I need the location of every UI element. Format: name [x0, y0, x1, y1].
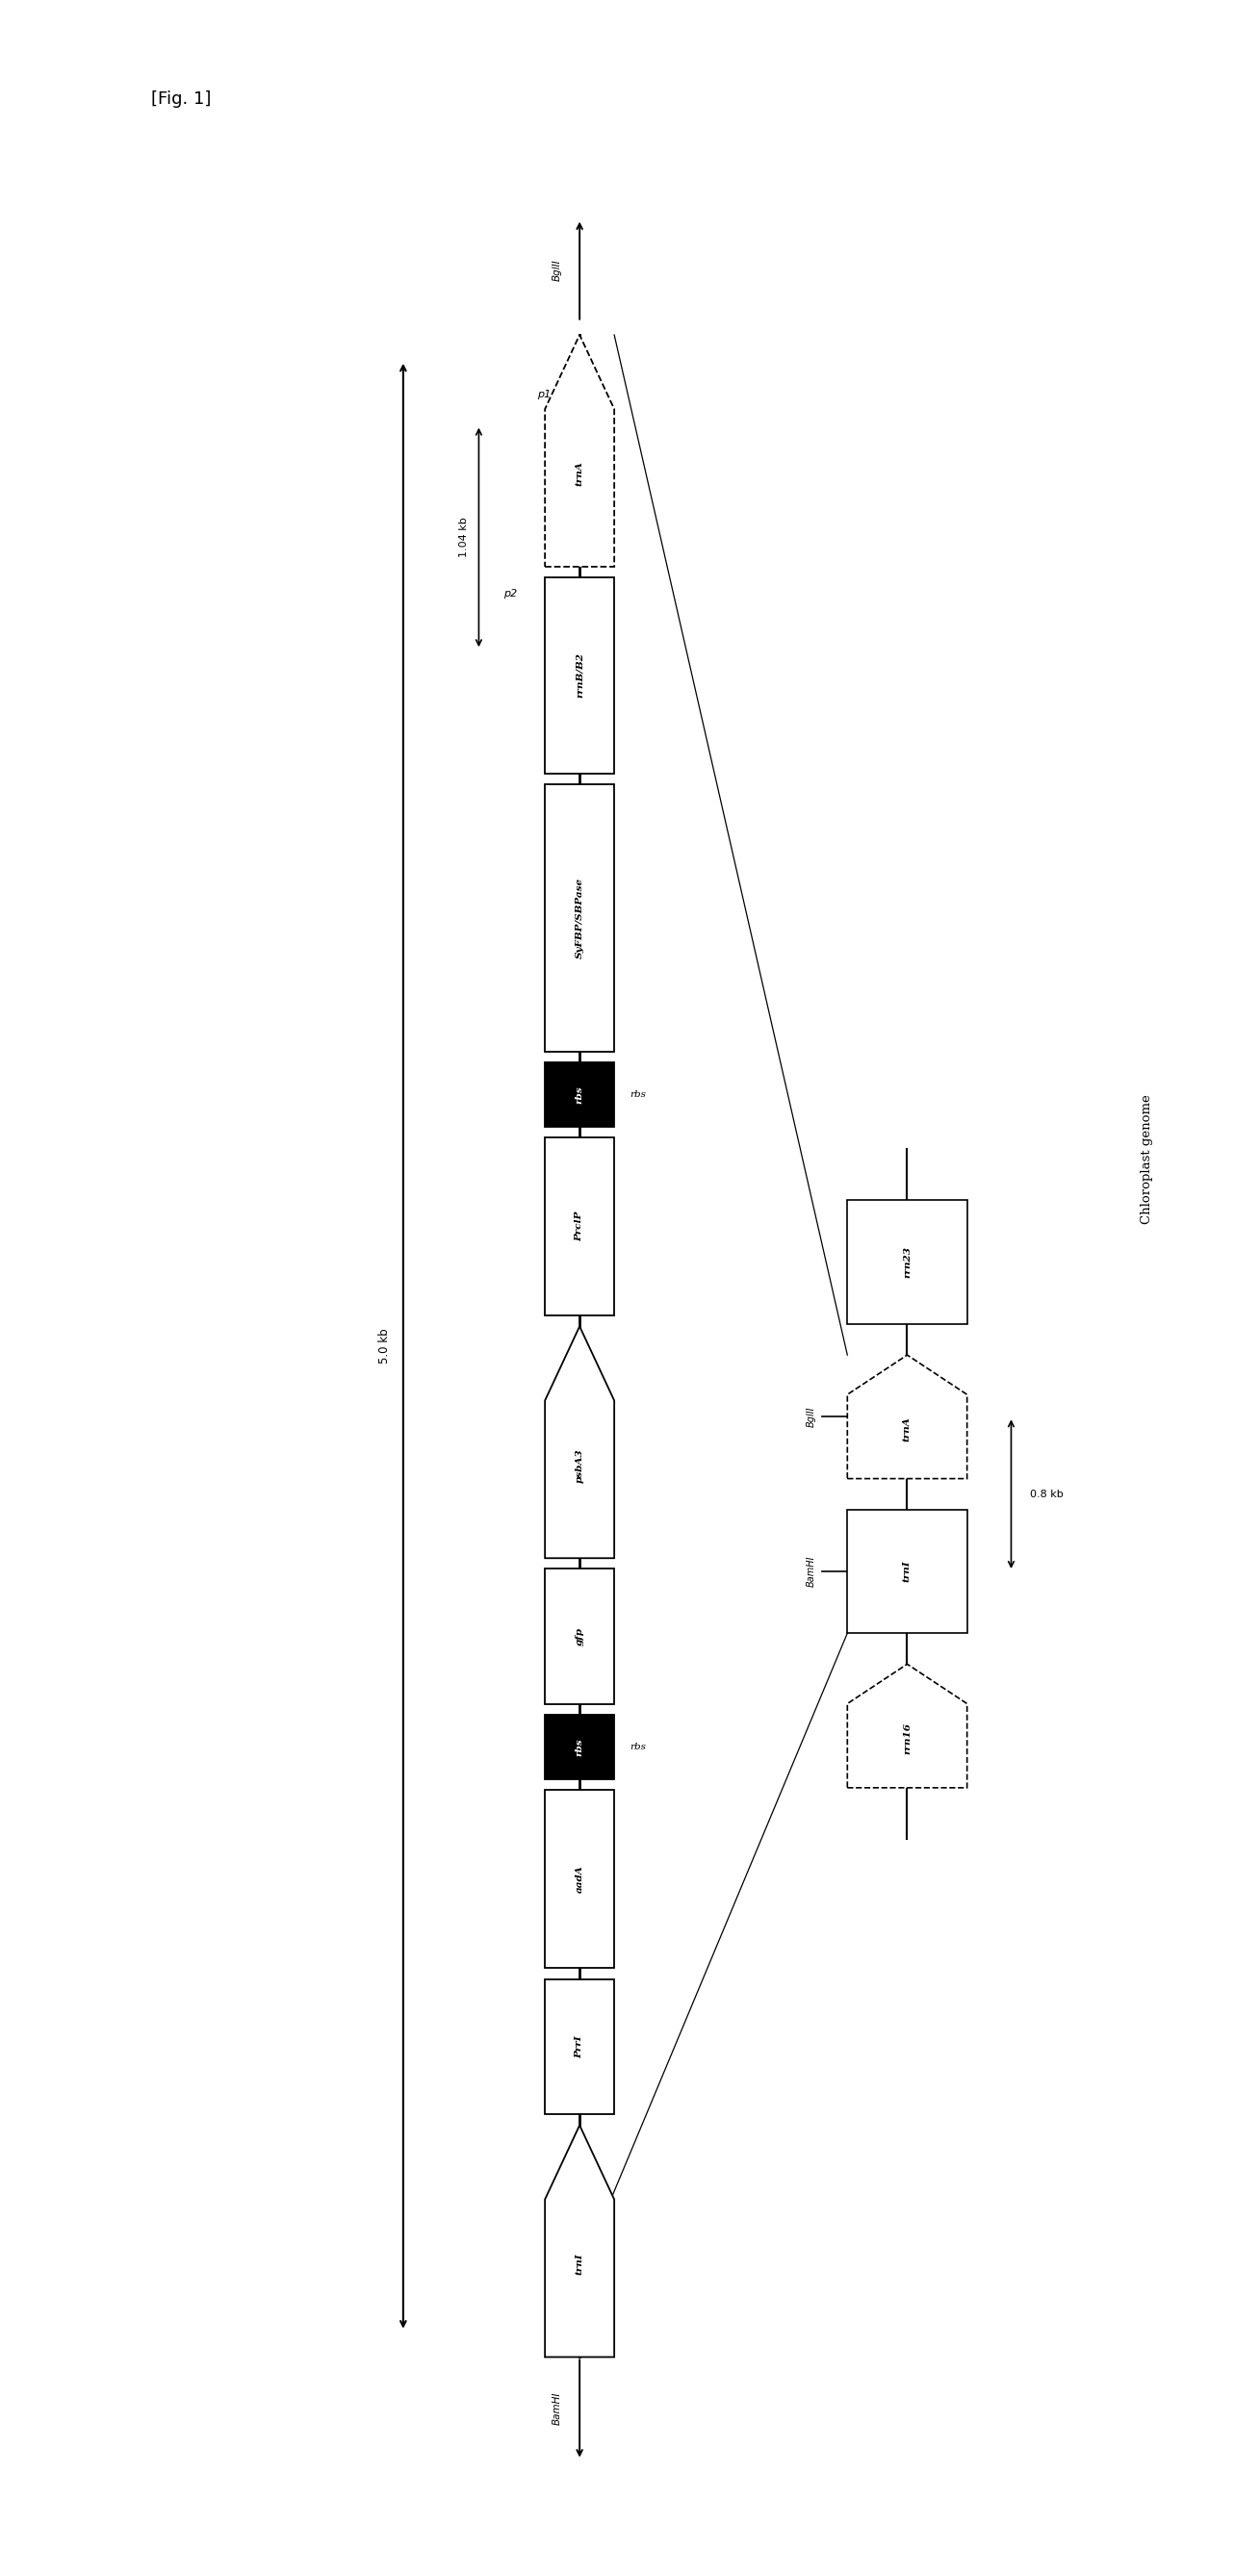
Bar: [546, 1569, 615, 1705]
Text: SyFBP/SBPase: SyFBP/SBPase: [576, 878, 583, 958]
Text: rrn16: rrn16: [903, 1723, 911, 1754]
Text: rrn23: rrn23: [903, 1247, 911, 1278]
Text: trnI: trnI: [903, 1561, 911, 1582]
Text: rrnB/B2: rrnB/B2: [576, 652, 583, 698]
Polygon shape: [847, 1664, 968, 1788]
Bar: [546, 1978, 615, 2115]
Polygon shape: [546, 2125, 614, 2357]
Text: gfp: gfp: [576, 1628, 583, 1646]
Text: aadA: aadA: [576, 1865, 583, 1893]
Bar: [847, 1200, 968, 1324]
Bar: [546, 1139, 615, 1316]
Polygon shape: [847, 1355, 968, 1479]
Text: p2: p2: [504, 587, 517, 598]
Text: [Fig. 1]: [Fig. 1]: [151, 90, 212, 108]
Text: PrclP: PrclP: [576, 1211, 583, 1242]
Text: BamHI: BamHI: [806, 1556, 816, 1587]
Text: trnA: trnA: [903, 1417, 911, 1443]
Text: BamHI: BamHI: [552, 2393, 562, 2424]
Text: 5.0 kb: 5.0 kb: [378, 1329, 391, 1363]
Polygon shape: [546, 335, 614, 567]
Text: 0.8 kb: 0.8 kb: [1031, 1489, 1063, 1499]
Bar: [546, 1061, 615, 1126]
Text: rbs: rbs: [630, 1744, 645, 1752]
Bar: [546, 577, 615, 773]
Text: BglII: BglII: [552, 260, 562, 281]
Text: rbs: rbs: [630, 1090, 645, 1100]
Text: psbA3: psbA3: [576, 1448, 583, 1484]
Text: trnI: trnI: [576, 2254, 583, 2275]
Text: trnA: trnA: [576, 461, 583, 487]
Bar: [847, 1510, 968, 1633]
Text: p1: p1: [538, 389, 551, 399]
Text: BglII: BglII: [806, 1406, 816, 1427]
Polygon shape: [546, 1327, 614, 1558]
Text: 1.04 kb: 1.04 kb: [459, 518, 469, 556]
Text: rbs: rbs: [576, 1739, 583, 1757]
Text: PrrI: PrrI: [576, 2035, 583, 2058]
Bar: [546, 783, 615, 1051]
Bar: [546, 1716, 615, 1780]
Text: rbs: rbs: [576, 1084, 583, 1103]
Bar: [546, 1790, 615, 1968]
Text: Chloroplast genome: Chloroplast genome: [1140, 1095, 1153, 1224]
